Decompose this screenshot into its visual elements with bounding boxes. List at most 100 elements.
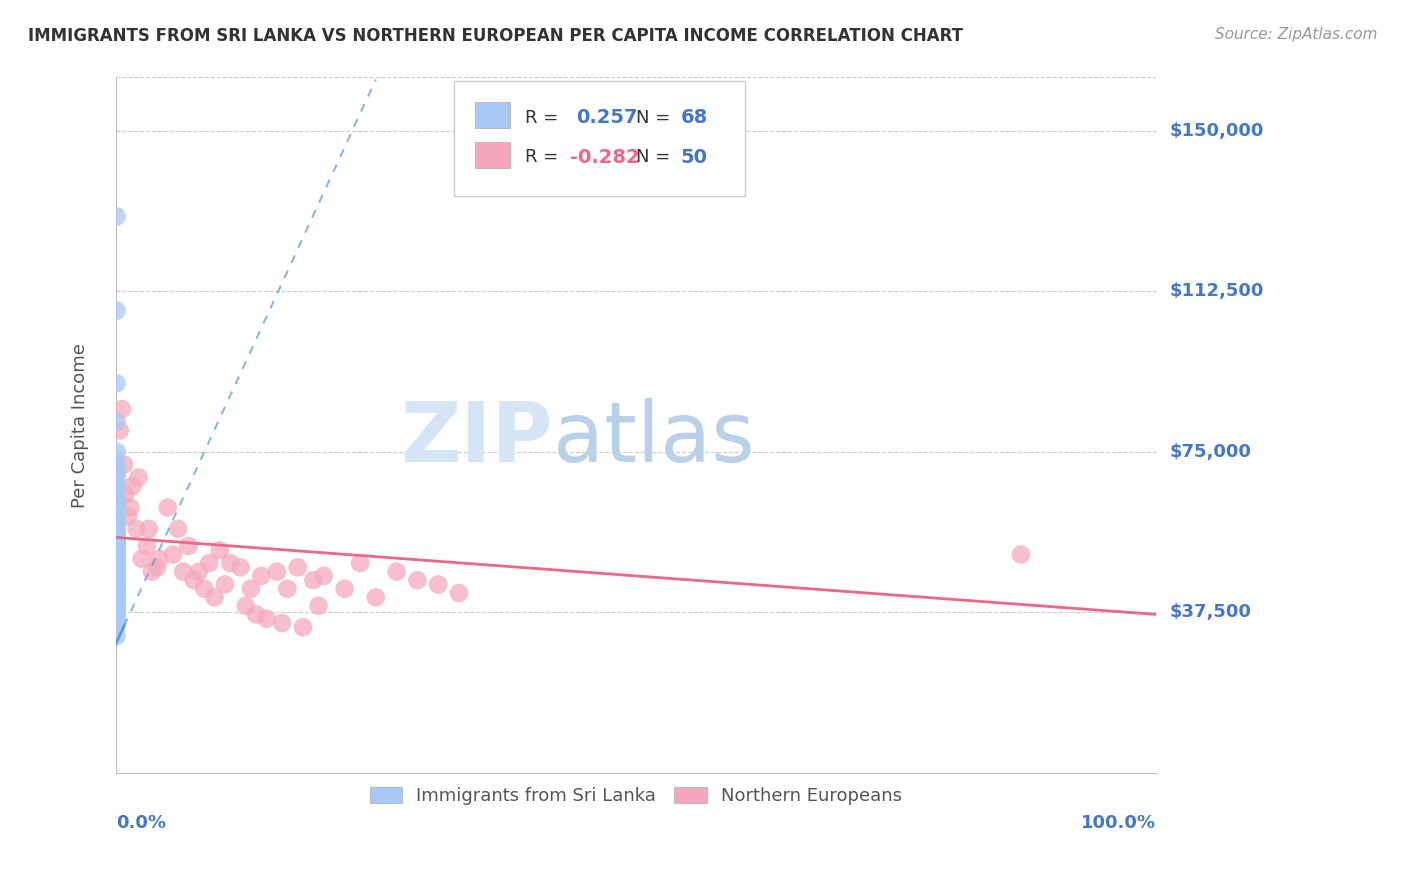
Text: R =: R = [524,109,564,127]
Point [167,522,190,536]
Point [105,513,128,527]
Point [105,601,128,615]
Point [219,556,242,570]
Point [105,575,128,590]
Text: 100.0%: 100.0% [1081,814,1156,832]
Point [385,565,408,579]
Point [105,522,128,536]
Y-axis label: Per Capita Income: Per Capita Income [72,343,89,508]
Point [105,551,128,566]
Point [105,586,128,600]
Point [105,519,128,533]
Point [105,505,128,519]
Point [105,603,128,617]
Point [229,560,252,574]
Point [312,569,335,583]
Point [105,545,128,559]
Point [105,609,128,624]
Point [120,500,142,515]
Point [105,467,128,481]
Point [105,528,128,542]
Point [105,516,128,530]
Point [105,445,128,459]
Point [105,588,128,602]
Point [156,500,179,515]
Text: 0.257: 0.257 [576,108,638,128]
Point [105,517,128,532]
Point [105,508,128,523]
Point [105,582,128,596]
Point [287,560,309,574]
Point [214,577,236,591]
Point [235,599,257,613]
Point [172,565,194,579]
Point [250,569,273,583]
Point [105,524,128,538]
Point [105,591,128,605]
FancyBboxPatch shape [475,142,510,168]
Point [141,565,163,579]
Point [135,539,157,553]
Text: IMMIGRANTS FROM SRI LANKA VS NORTHERN EUROPEAN PER CAPITA INCOME CORRELATION CHA: IMMIGRANTS FROM SRI LANKA VS NORTHERN EU… [28,27,963,45]
Text: 68: 68 [681,108,707,128]
Point [105,554,128,568]
Point [105,533,128,547]
Point [105,541,128,555]
Point [162,548,184,562]
Point [105,530,128,544]
Text: atlas: atlas [553,399,755,480]
Point [112,458,135,472]
Point [105,565,128,579]
Point [128,470,150,484]
Point [105,534,128,549]
Point [204,591,226,605]
Point [105,549,128,564]
Point [245,607,267,622]
Point [105,597,128,611]
Point [266,565,288,579]
Point [105,558,128,573]
Point [131,551,153,566]
Point [308,599,330,613]
Point [291,620,314,634]
Point [187,565,209,579]
Point [105,629,128,643]
Text: 50: 50 [681,148,707,167]
Point [105,415,128,429]
Text: $150,000: $150,000 [1170,122,1264,140]
Point [349,556,371,570]
Point [105,479,128,493]
Legend: Immigrants from Sri Lanka, Northern Europeans: Immigrants from Sri Lanka, Northern Euro… [363,780,910,813]
Point [105,526,128,541]
Point [105,592,128,607]
Text: N =: N = [636,148,676,167]
Point [105,573,128,587]
Point [198,556,221,570]
Point [105,470,128,484]
Point [105,566,128,581]
Text: -0.282: -0.282 [571,148,640,167]
Point [146,560,169,574]
Point [148,551,170,566]
Point [105,303,128,318]
Point [105,548,128,562]
Point [105,577,128,591]
Point [105,543,128,558]
Point [105,511,128,525]
Point [105,462,128,476]
Point [125,522,148,536]
Point [333,582,356,596]
Point [427,577,450,591]
Point [105,594,128,608]
Point [183,573,205,587]
Text: Source: ZipAtlas.com: Source: ZipAtlas.com [1215,27,1378,42]
Text: $75,000: $75,000 [1170,442,1251,461]
Point [114,488,136,502]
Point [121,479,143,493]
Point [208,543,231,558]
Point [105,453,128,467]
Point [105,210,128,224]
Point [105,605,128,619]
Point [105,571,128,585]
Point [271,615,294,630]
